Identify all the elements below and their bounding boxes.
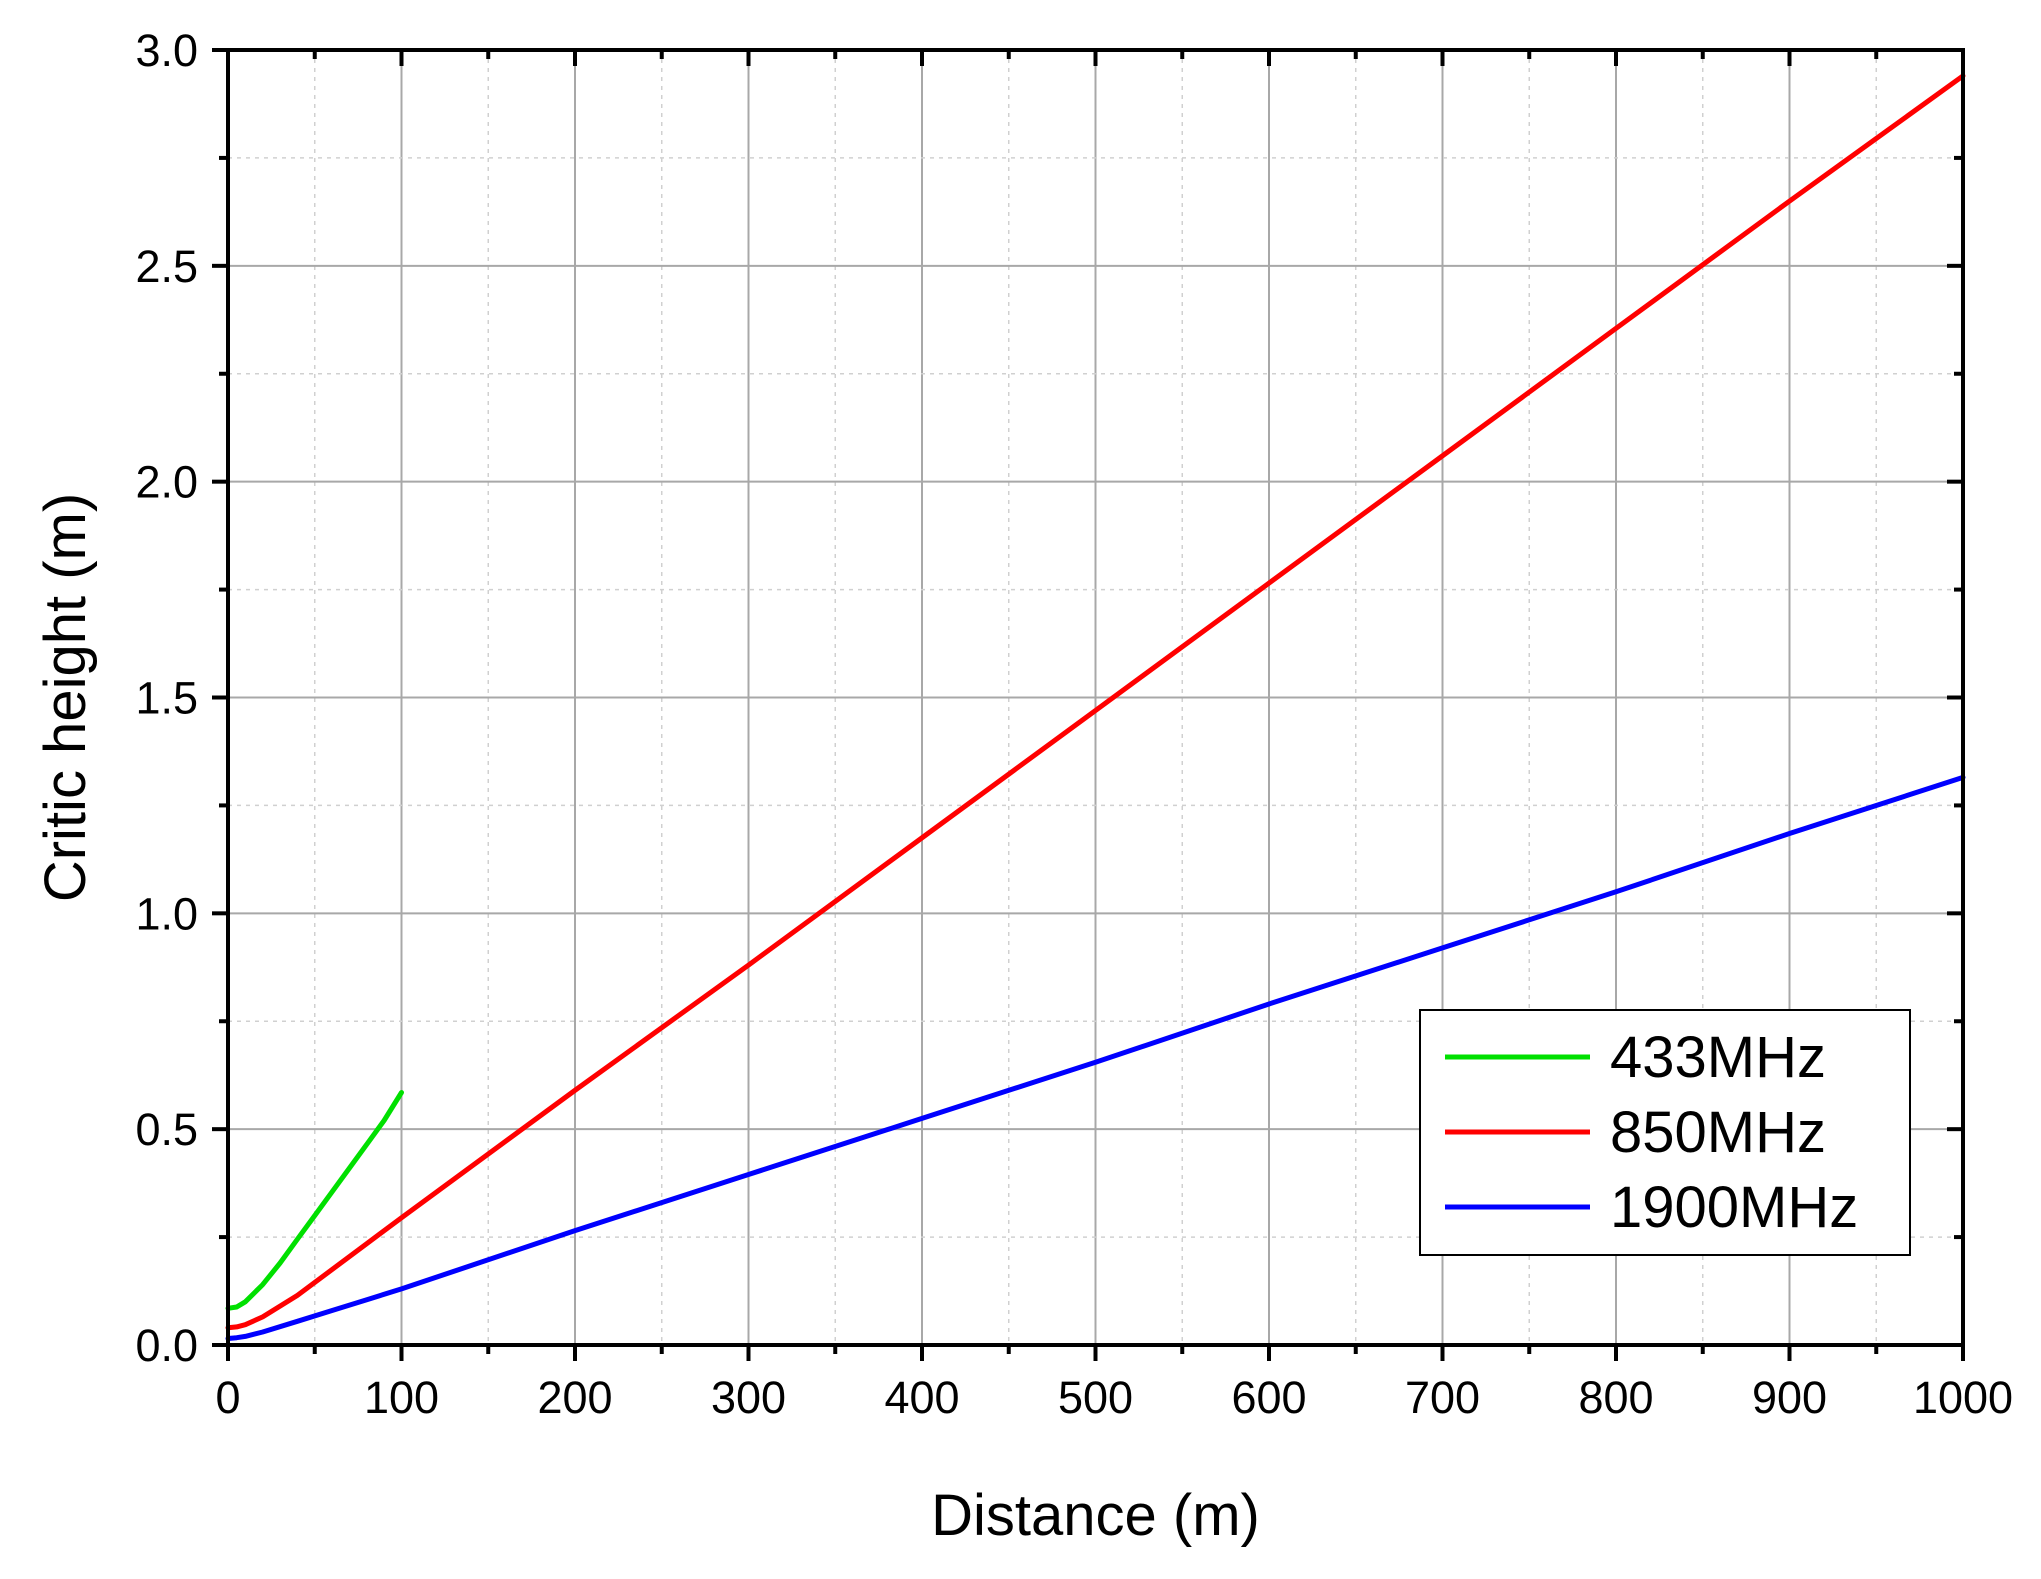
y-tick-label: 2.0 bbox=[135, 457, 198, 508]
x-axis-title: Distance (m) bbox=[931, 1483, 1260, 1548]
y-tick-label: 0.0 bbox=[135, 1320, 198, 1371]
x-tick-label: 800 bbox=[1578, 1372, 1653, 1423]
x-tick-label: 100 bbox=[364, 1372, 439, 1423]
legend-label: 433MHz bbox=[1610, 1025, 1826, 1090]
y-axis-title: Critic height (m) bbox=[33, 493, 98, 902]
tick-labels: 0 100 200 300 400 500 600 700 800 900 1000 0.0 0.5 1.… bbox=[135, 25, 2013, 1423]
y-tick-label: 0.5 bbox=[135, 1104, 198, 1155]
legend: 433MHz 850MHz 1900MHz bbox=[1419, 1009, 1911, 1256]
axis-ticks bbox=[212, 48, 1965, 1361]
legend-label: 850MHz bbox=[1610, 1100, 1826, 1165]
x-tick-label: 0 bbox=[215, 1372, 240, 1423]
x-tick-label: 500 bbox=[1058, 1372, 1133, 1423]
y-tick-label: 2.5 bbox=[135, 241, 198, 292]
x-tick-label: 900 bbox=[1752, 1372, 1827, 1423]
grid bbox=[228, 50, 1963, 1345]
x-tick-label: 300 bbox=[711, 1372, 786, 1423]
series-line-850mhz bbox=[225, 73, 1966, 1331]
x-tick-label: 700 bbox=[1405, 1372, 1480, 1423]
x-tick-label: 600 bbox=[1231, 1372, 1306, 1423]
x-tick-label: 200 bbox=[537, 1372, 612, 1423]
y-tick-label: 1.0 bbox=[135, 888, 198, 939]
x-tick-label: 400 bbox=[884, 1372, 959, 1423]
legend-label: 1900MHz bbox=[1610, 1175, 1858, 1240]
x-tick-label: 1000 bbox=[1913, 1372, 2013, 1423]
series-line-433mhz bbox=[225, 1090, 404, 1311]
series-line-1900mhz bbox=[225, 774, 1966, 1341]
y-tick-label: 3.0 bbox=[135, 25, 198, 76]
series-lines bbox=[225, 73, 1966, 1341]
y-tick-label: 1.5 bbox=[135, 673, 198, 724]
